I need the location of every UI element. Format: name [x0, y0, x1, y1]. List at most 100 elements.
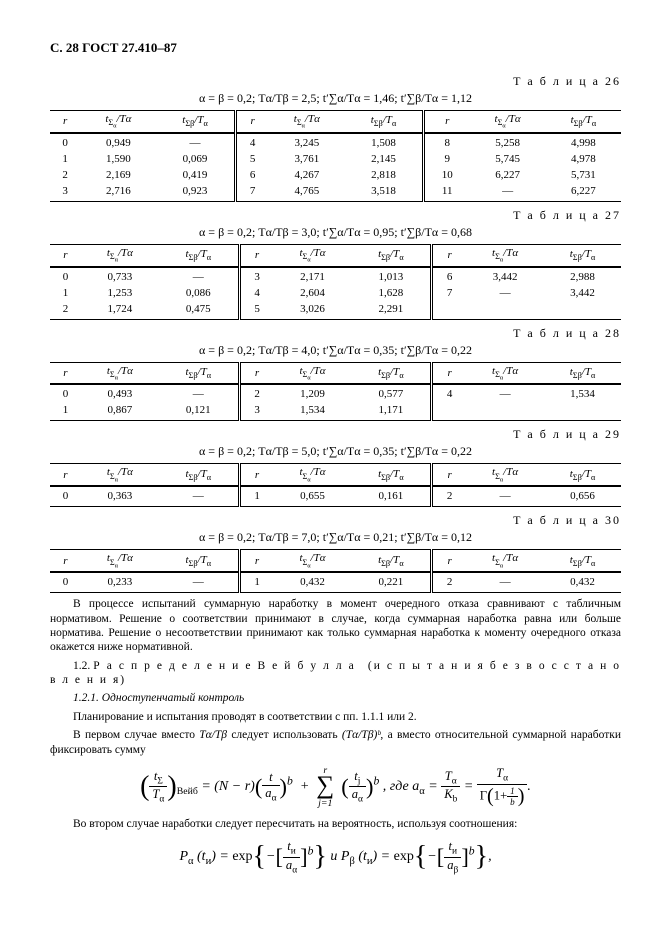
table-cell: — [159, 486, 239, 507]
col-header: r [432, 244, 466, 266]
table-cell: 9 [424, 151, 470, 167]
col-header: tΣα/Tα [273, 464, 351, 486]
table-cell: 1,171 [351, 402, 431, 421]
table-cell: 1 [50, 402, 81, 421]
col-header: tΣα/Tα [80, 111, 156, 133]
table-cell: 0,432 [273, 572, 351, 593]
table-cell: 4,998 [546, 132, 621, 151]
data-table: rtΣα/TαtΣβ/TαrtΣα/TαtΣβ/TαrtΣα/TαtΣβ/Tα0… [50, 362, 621, 422]
table-caption: α = β = 0,2; Tα/Tβ = 2,5; t′∑α/Tα = 1,46… [50, 91, 621, 106]
table-cell: 6,227 [469, 167, 545, 183]
data-table: rtΣα/TαtΣβ/TαrtΣα/TαtΣβ/TαrtΣα/TαtΣβ/Tα0… [50, 110, 621, 202]
table-cell: 0,733 [81, 266, 159, 285]
table-row: 22,1690,41964,2672,818106,2275,731 [50, 167, 621, 183]
col-header: tΣα/Tα [273, 362, 351, 384]
table-cell: 0,656 [544, 486, 621, 507]
table-cell: 1 [239, 486, 273, 507]
table-cell: 0 [50, 266, 81, 285]
table-cell: 6 [432, 266, 466, 285]
formula-2-mid: и [330, 850, 341, 865]
table-cell: 2,716 [80, 183, 156, 202]
col-header: r [239, 464, 273, 486]
table-cell: 0,069 [157, 151, 236, 167]
col-header: tΣα/Tα [273, 244, 351, 266]
table-cell [466, 301, 544, 320]
col-header: tΣα/Tα [81, 464, 159, 486]
table-cell: 4,765 [269, 183, 345, 202]
table-cell: 1,013 [351, 266, 431, 285]
col-header: r [50, 244, 81, 266]
table-cell: 3 [50, 183, 80, 202]
table-cell: 2,145 [345, 151, 424, 167]
table-cell: 1 [50, 285, 81, 301]
table-cell: 0,221 [351, 572, 431, 593]
table-label: Т а б л и ц а 27 [50, 208, 621, 223]
col-header: tΣβ/Tα [351, 550, 431, 572]
table-cell: 0,363 [81, 486, 159, 507]
data-table: rtΣα/TαtΣβ/TαrtΣα/TαtΣβ/TαrtΣα/TαtΣβ/Tα0… [50, 244, 621, 320]
table-cell: — [159, 266, 239, 285]
table-cell: 3,442 [544, 285, 621, 301]
table-cell: 0,086 [159, 285, 239, 301]
col-header: r [432, 362, 466, 384]
formula-1-tail: , где [383, 779, 412, 794]
col-header: r [50, 111, 80, 133]
col-header: tΣβ/Tα [546, 111, 621, 133]
table-cell: 2,171 [273, 266, 351, 285]
table-cell: 1,209 [273, 384, 351, 403]
table-row: 00,949—43,2451,50885,2584,998 [50, 132, 621, 151]
table-cell: 0,432 [544, 572, 621, 593]
table-cell: — [159, 572, 239, 593]
table-cell: 11 [424, 183, 470, 202]
table-cell: 5 [239, 301, 273, 320]
table-cell: 3,442 [466, 266, 544, 285]
table-cell: — [466, 486, 544, 507]
col-header: tΣβ/Tα [157, 111, 236, 133]
table-cell: 4,978 [546, 151, 621, 167]
table-row: 11,5900,06953,7612,14595,7454,978 [50, 151, 621, 167]
table-cell: 6,227 [546, 183, 621, 202]
table-cell: 0 [50, 572, 81, 593]
table-cell: 3,761 [269, 151, 345, 167]
table-caption: α = β = 0,2; Tα/Tβ = 7,0; t′∑α/Tα = 0,21… [50, 530, 621, 545]
col-header: tΣα/Tα [466, 550, 544, 572]
col-header: tΣα/Tα [81, 244, 159, 266]
col-header: tΣα/Tα [469, 111, 545, 133]
table-cell: 3,245 [269, 132, 345, 151]
table-cell: 1,534 [273, 402, 351, 421]
section-1-2: 1.2. Р а с п р е д е л е н и е В е й б у… [50, 659, 621, 688]
col-header: r [432, 464, 466, 486]
table-row: 00,493—21,2090,5774—1,534 [50, 384, 621, 403]
table-cell: 1,508 [345, 132, 424, 151]
table-cell: — [466, 384, 544, 403]
table-cell [544, 402, 621, 421]
table-cell: 0,493 [81, 384, 159, 403]
table-row: 32,7160,92374,7653,51811—6,227 [50, 183, 621, 202]
col-header: r [239, 244, 273, 266]
col-header: tΣβ/Tα [345, 111, 424, 133]
table-cell: 0 [50, 132, 80, 151]
table-cell: 6 [235, 167, 269, 183]
table-cell: 4 [235, 132, 269, 151]
col-header: tΣβ/Tα [159, 550, 239, 572]
table-row: 10,8670,12131,5341,171 [50, 402, 621, 421]
col-header: tΣβ/Tα [159, 362, 239, 384]
table-row: 00,733—32,1711,01363,4422,988 [50, 266, 621, 285]
col-header: tΣβ/Tα [351, 464, 431, 486]
col-header: tΣα/Tα [81, 362, 159, 384]
table-cell [466, 402, 544, 421]
sec-num: 1.2. [73, 660, 90, 672]
col-header: tΣβ/Tα [544, 464, 621, 486]
col-header: tΣβ/Tα [351, 362, 431, 384]
table-cell: 7 [235, 183, 269, 202]
table-label: Т а б л и ц а 26 [50, 74, 621, 89]
table-cell: 2 [432, 572, 466, 593]
table-cell: 4,267 [269, 167, 345, 183]
table-cell: 0 [50, 486, 81, 507]
table-cell: 5,258 [469, 132, 545, 151]
table-cell: 2,818 [345, 167, 424, 183]
col-header: tΣβ/Tα [159, 244, 239, 266]
table-row: 00,233—10,4320,2212—0,432 [50, 572, 621, 593]
table-cell: 3,026 [273, 301, 351, 320]
table-cell: 8 [424, 132, 470, 151]
